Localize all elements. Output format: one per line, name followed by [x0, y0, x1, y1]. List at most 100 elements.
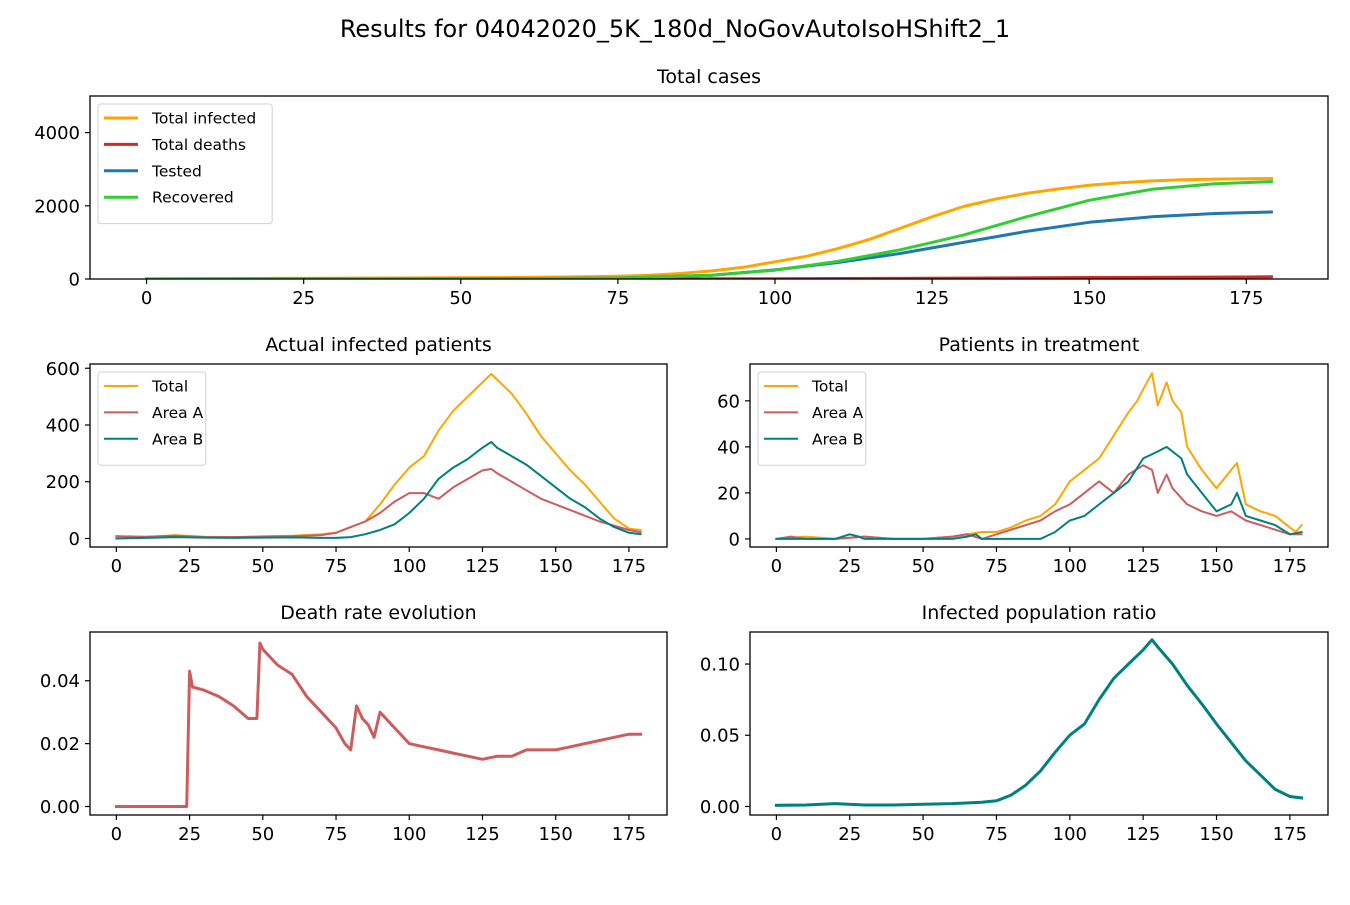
- y-tick-label: 0.00: [40, 797, 80, 818]
- y-tick-label: 0: [69, 529, 80, 550]
- x-tick-label: 75: [985, 556, 1008, 577]
- y-tick-label: 0.00: [700, 797, 740, 818]
- y-tick-label: 0.10: [700, 655, 740, 676]
- axes-frame: [749, 631, 1329, 816]
- legend-box: [757, 371, 867, 466]
- y-tick-label: 60: [717, 391, 740, 412]
- x-tick-label: 75: [325, 556, 348, 577]
- x-tick-label: 175: [612, 556, 646, 577]
- legend-box: [97, 103, 273, 225]
- legend-label: Area A: [812, 404, 864, 422]
- y-tick-label: 2000: [34, 196, 80, 217]
- series-line-main: [774, 638, 1304, 807]
- y-tick-label: 0.02: [40, 734, 80, 755]
- x-tick-label: 150: [539, 556, 573, 577]
- x-tick-label: 0: [111, 556, 122, 577]
- x-tick-label: 0: [141, 288, 152, 309]
- death-rate-panel: Death rate evolution 0 25 50 75 100 125 150 175…: [40, 602, 668, 845]
- panel-title: Death rate evolution: [280, 602, 476, 624]
- x-tick-label: 50: [912, 556, 935, 577]
- series-line-total-infected: [145, 176, 1273, 279]
- legend-label: Area A: [152, 404, 204, 422]
- x-tick-label: 75: [985, 824, 1008, 845]
- series-group: [145, 176, 1273, 279]
- panel-title: Total cases: [656, 66, 761, 88]
- y-tick-label: 4000: [34, 123, 80, 144]
- y-tick-label: 0.04: [40, 671, 80, 692]
- x-tick-label: 50: [251, 824, 274, 845]
- series-group: [114, 641, 643, 808]
- y-tick-label: 40: [717, 437, 740, 458]
- y-tick-label: 0: [69, 270, 80, 291]
- series-line-area-a: [775, 464, 1303, 541]
- legend-label: Tested: [151, 162, 202, 180]
- x-tick-label: 150: [1199, 824, 1233, 845]
- x-tick-label: 25: [178, 556, 201, 577]
- x-tick-label: 25: [178, 824, 201, 845]
- infected-ratio-panel: Infected population ratio 0 25 50 75 100 125 1…: [700, 602, 1329, 845]
- axes-frame: [749, 363, 1329, 548]
- legend-label: Recovered: [152, 189, 234, 207]
- x-tick-label: 0: [771, 824, 782, 845]
- legend: Total infected Total deaths Tested Recovere…: [97, 103, 273, 225]
- patients-treatment-panel: Patients in treatment 0 25 50 75 100 125 150 17…: [717, 334, 1329, 577]
- legend-label: Area B: [812, 430, 863, 448]
- series-line-tested: [145, 210, 1273, 279]
- x-tick-label: 150: [1072, 288, 1106, 309]
- x-tick-label: 175: [612, 824, 646, 845]
- axes-frame: [89, 95, 1329, 280]
- x-tick-label: 175: [1273, 556, 1307, 577]
- series-group: [775, 372, 1304, 541]
- x-tick-label: 100: [1053, 556, 1087, 577]
- x-tick-label: 150: [1199, 556, 1233, 577]
- x-tick-label: 50: [912, 824, 935, 845]
- y-tick-label: 200: [46, 472, 80, 493]
- series-line-area-a: [115, 468, 642, 539]
- x-tick-label: 150: [539, 824, 573, 845]
- x-tick-label: 50: [251, 556, 274, 577]
- y-tick-label: 600: [46, 359, 80, 380]
- series-group: [774, 638, 1304, 807]
- axes-frame: [89, 363, 668, 548]
- series-line-area-b: [115, 441, 642, 540]
- x-tick-label: 100: [758, 288, 792, 309]
- series-line-main: [114, 641, 643, 808]
- panel-title: Actual infected patients: [265, 334, 491, 356]
- x-tick-label: 100: [392, 824, 426, 845]
- y-tick-label: 20: [717, 483, 740, 504]
- legend: Total Area A Area B: [757, 371, 867, 466]
- legend-box: [97, 371, 207, 466]
- x-tick-label: 100: [392, 556, 426, 577]
- figure-suptitle: Results for 04042020_5K_180d_NoGovAutoIs…: [340, 15, 1010, 43]
- x-tick-label: 175: [1273, 824, 1307, 845]
- y-tick-label: 0: [729, 529, 740, 550]
- x-tick-label: 25: [838, 556, 861, 577]
- x-tick-label: 125: [1126, 824, 1160, 845]
- x-tick-label: 125: [915, 288, 949, 309]
- x-tick-label: 100: [1053, 824, 1087, 845]
- legend-label: Total: [151, 378, 188, 396]
- x-tick-label: 0: [111, 824, 122, 845]
- x-tick-label: 25: [838, 824, 861, 845]
- y-tick-label: 0.05: [700, 726, 740, 747]
- x-tick-label: 125: [465, 556, 499, 577]
- axes-frame: [89, 631, 668, 816]
- series-group: [115, 372, 642, 540]
- total-cases-panel: Total cases 0 25 50 75 100 125 150 175 0 2000 4000…: [34, 66, 1329, 309]
- x-tick-label: 75: [606, 288, 629, 309]
- series-line-recovered: [145, 180, 1273, 279]
- y-tick-label: 400: [46, 416, 80, 437]
- panel-title: Infected population ratio: [922, 602, 1157, 624]
- series-line-area-b: [775, 445, 1303, 540]
- legend-label: Total: [811, 378, 848, 396]
- legend-label: Total infected: [151, 110, 256, 128]
- x-tick-label: 125: [465, 824, 499, 845]
- x-tick-label: 50: [449, 288, 472, 309]
- panel-title: Patients in treatment: [939, 334, 1140, 356]
- x-tick-label: 75: [325, 824, 348, 845]
- x-tick-label: 25: [292, 288, 315, 309]
- x-tick-label: 0: [771, 556, 782, 577]
- legend-label: Total deaths: [151, 136, 246, 154]
